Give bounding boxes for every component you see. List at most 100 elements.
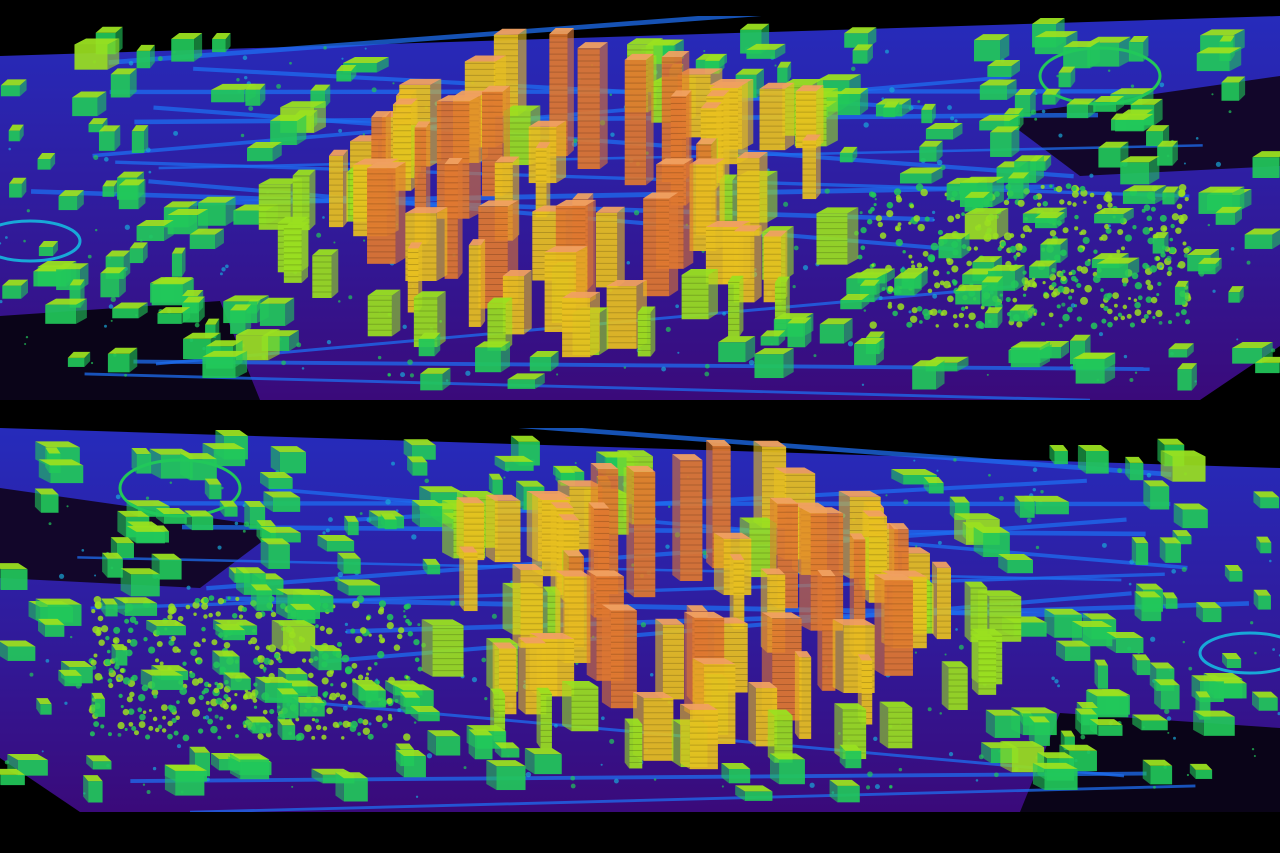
building-side [385, 680, 395, 696]
tree-point [341, 736, 345, 740]
tree-point [1184, 196, 1189, 202]
scatter-point [1173, 736, 1176, 740]
tree-point [1178, 217, 1185, 225]
building-side [422, 558, 428, 575]
tree-point [1122, 304, 1128, 310]
tree-point [403, 615, 407, 619]
building-facade [94, 698, 106, 717]
building-facade [403, 756, 426, 778]
scatter-point [847, 341, 854, 347]
building-roof [954, 513, 1000, 520]
building-roof [894, 272, 922, 279]
building-side [860, 88, 869, 116]
building-side [997, 307, 1003, 328]
building-side [1027, 304, 1034, 322]
tree-point [107, 678, 113, 684]
building-facade [1165, 543, 1182, 563]
scatter-point [403, 610, 406, 613]
tree-point [106, 649, 111, 654]
building-roof [117, 171, 145, 178]
building-side [102, 552, 108, 578]
scatter-point [901, 266, 905, 270]
scatter-point [703, 49, 706, 53]
tree-point [223, 694, 229, 700]
building-side [164, 764, 176, 796]
building-roof [490, 688, 506, 695]
building-roof [202, 443, 246, 450]
building-roof [88, 118, 108, 125]
building-roof [131, 125, 149, 132]
building-facade [38, 246, 54, 257]
building-facade [844, 33, 869, 48]
scatter-point [1089, 173, 1094, 178]
building-side [1039, 341, 1051, 368]
interchange-loop [0, 219, 82, 263]
building-side [787, 61, 792, 83]
building-side [505, 297, 513, 351]
building-roof [1189, 763, 1213, 770]
scatter-point [104, 324, 107, 328]
building-facade [88, 124, 103, 133]
building-roof [739, 517, 777, 524]
tree-point [1072, 202, 1077, 207]
building-roof [606, 280, 647, 287]
building-facade [837, 94, 861, 116]
scatter-point [400, 372, 406, 378]
building-roof [596, 206, 625, 213]
building-roof [706, 439, 731, 446]
building-side [38, 459, 51, 484]
building-side [149, 448, 161, 479]
building-roof [643, 192, 679, 199]
tree-point [257, 733, 264, 740]
tree-point [351, 662, 358, 669]
tree-point [201, 626, 206, 632]
building-roof [95, 26, 123, 33]
building-facade [125, 603, 158, 616]
scatter-point [1166, 255, 1172, 262]
building-roof [235, 329, 280, 336]
tree-point [127, 627, 134, 634]
building-side [215, 228, 224, 249]
building-facade [680, 460, 703, 582]
building-facade [283, 626, 316, 652]
tree-point [138, 721, 146, 728]
building-roof [949, 496, 970, 503]
tree-point [207, 683, 212, 688]
building-side [957, 356, 969, 372]
building-facade [1221, 82, 1239, 101]
building-side [500, 341, 511, 373]
building-roof [773, 467, 816, 474]
scatter-point [950, 116, 955, 121]
building-facade [520, 570, 543, 648]
building-roof [1160, 450, 1206, 457]
building-roof [1130, 98, 1163, 105]
tree-point [126, 639, 132, 644]
building-side [1045, 155, 1052, 171]
building-facade [259, 303, 286, 326]
building-roof [862, 510, 888, 517]
building-side [985, 709, 995, 738]
building-facade [912, 366, 937, 390]
tree-point [93, 595, 102, 604]
building-facade [921, 109, 933, 124]
scatter-point [861, 383, 865, 386]
tree-point [1013, 254, 1018, 259]
building-side [310, 645, 319, 671]
building-side [1116, 96, 1125, 112]
building-facade [444, 164, 458, 279]
tree-point [1167, 266, 1173, 272]
building-facade [189, 459, 217, 481]
building-facade [0, 569, 28, 591]
building-side [335, 772, 344, 802]
building-facade [256, 590, 273, 611]
building-roof [487, 297, 513, 304]
building-roof [1134, 591, 1162, 598]
scatter-point [1014, 258, 1017, 261]
building-facade [463, 503, 485, 561]
building-facade [367, 168, 396, 264]
scatter-point [481, 657, 487, 663]
building-roof [735, 785, 773, 792]
building-side [932, 103, 936, 124]
building-roof [107, 347, 138, 354]
scatter-point [1207, 223, 1211, 227]
